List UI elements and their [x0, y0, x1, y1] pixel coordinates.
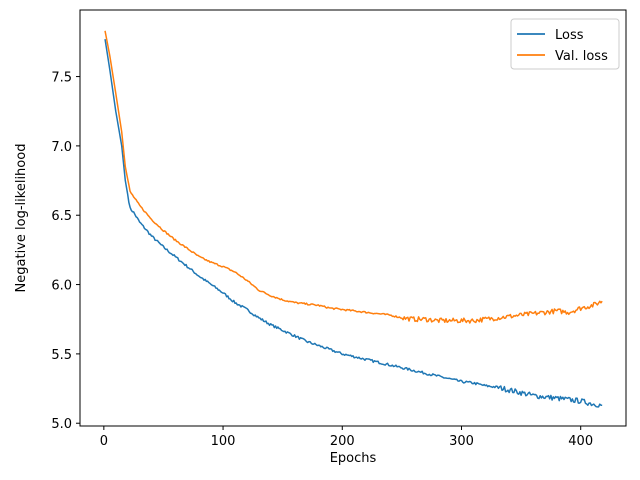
axis-ticks: 0 100 200 300 400 5.0 5.5 6.0 6.5 7.0 7.5 [51, 71, 593, 449]
legend-label-1: Val. loss [555, 49, 608, 64]
legend-box [510, 18, 620, 70]
series-line-0 [104, 39, 603, 408]
x-tick-label: 0 [100, 434, 108, 449]
y-tick-label: 6.0 [51, 279, 72, 294]
plot-area [79, 9, 627, 427]
legend-label-0: Loss [555, 28, 584, 43]
axes-frame [79, 9, 627, 427]
x-tick-label: 200 [330, 434, 355, 449]
x-tick-label: 100 [211, 434, 236, 449]
y-axis-label: Negative log-likelihood [14, 144, 29, 293]
x-tick-label: 300 [449, 434, 474, 449]
series-line-1 [104, 30, 603, 324]
y-tick-label: 7.0 [51, 140, 72, 155]
legend: Loss Val. loss [510, 18, 620, 70]
y-tick-label: 5.0 [51, 417, 72, 432]
y-tick-label: 6.5 [51, 209, 72, 224]
y-tick-label: 5.5 [51, 348, 72, 363]
x-tick-label: 400 [568, 434, 593, 449]
x-axis-label: Epochs [330, 451, 377, 466]
y-tick-label: 7.5 [51, 71, 72, 86]
